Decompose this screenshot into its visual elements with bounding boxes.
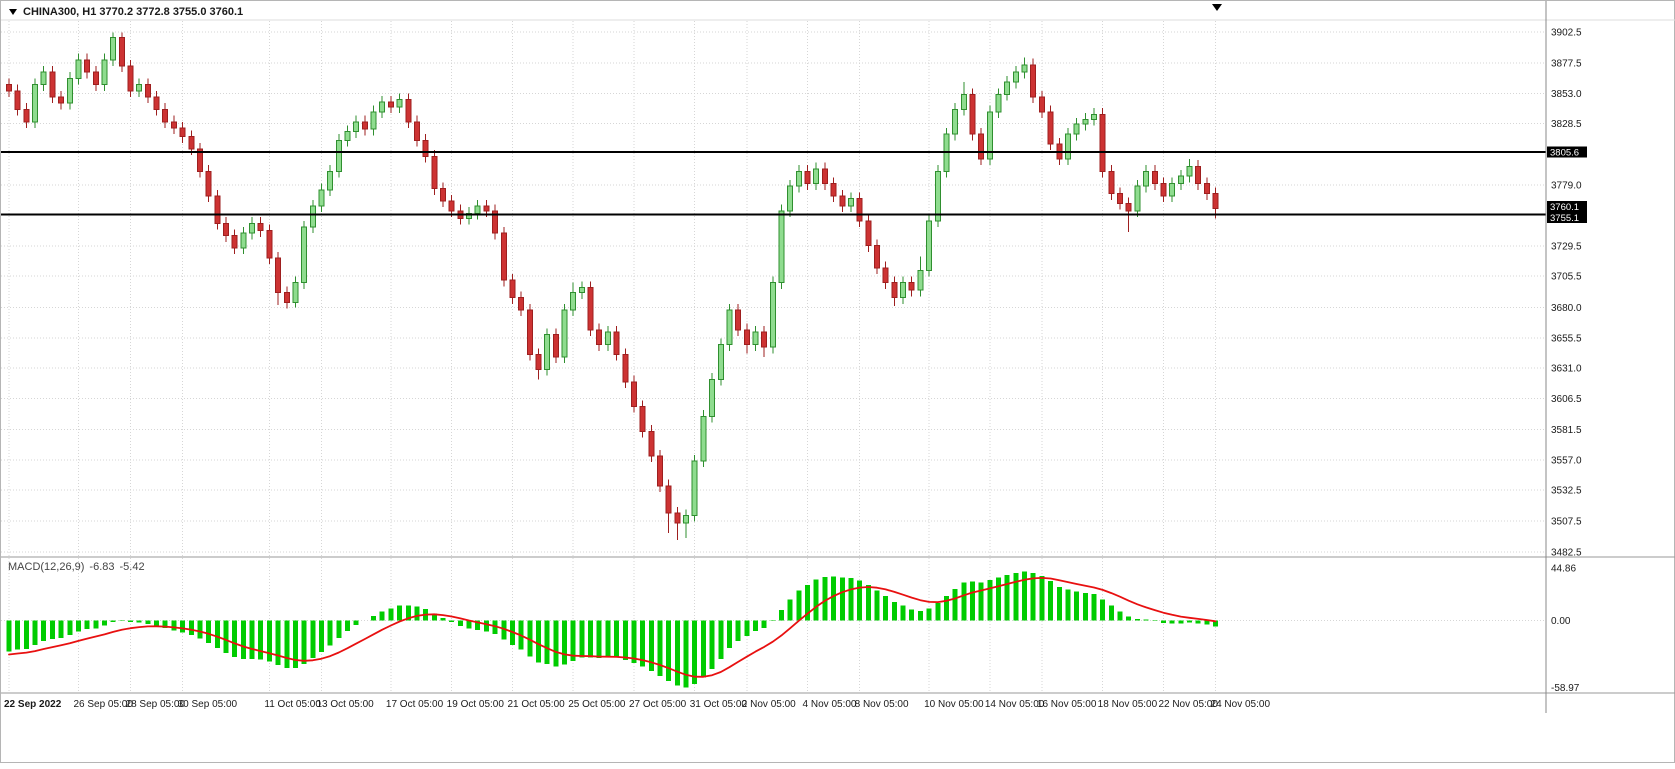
time-axis-label: 8 Nov 05:00 [855,699,909,710]
time-axis-label: 31 Oct 05:00 [690,699,748,710]
svg-text:3755.1: 3755.1 [1550,213,1579,224]
time-axis-label: 17 Oct 05:00 [386,699,444,710]
svg-text:3760.1: 3760.1 [1550,202,1579,213]
svg-text:3532.5: 3532.5 [1551,486,1582,497]
svg-text:3705.5: 3705.5 [1551,271,1582,282]
time-axis-label: 28 Sep 05:00 [126,699,186,710]
time-axis-label: 11 Oct 05:00 [264,699,321,710]
time-axis-label: 25 Oct 05:00 [568,699,626,710]
macd-name: MACD(12,26,9) [8,561,85,573]
svg-text:3655.5: 3655.5 [1551,333,1582,344]
dropdown-triangle-icon[interactable] [9,9,17,15]
svg-text:3631.0: 3631.0 [1551,364,1582,375]
time-axis-label: 27 Oct 05:00 [629,699,687,710]
svg-text:3828.5: 3828.5 [1551,119,1582,130]
svg-text:3853.0: 3853.0 [1551,89,1582,100]
symbol-label: CHINA300, H1 3770.2 3772.8 3755.0 3760.1 [9,6,243,18]
svg-text:3482.5: 3482.5 [1551,548,1582,559]
macd-axis-zero: 0.00 [1551,616,1571,627]
macd-axis-max: 44.86 [1551,564,1576,575]
candlestick-series [6,32,1219,541]
gridlines [1,19,1675,693]
time-axis-label: 22 Sep 2022 [4,699,62,710]
horizontal-line-3755.1[interactable] [1,213,1546,216]
svg-text:3606.5: 3606.5 [1551,394,1582,405]
svg-text:3805.6: 3805.6 [1550,147,1579,158]
svg-text:3902.5: 3902.5 [1551,28,1582,39]
time-axis-label: 10 Nov 05:00 [924,699,984,710]
symbol-label-text: CHINA300, H1 3770.2 3772.8 3755.0 3760.1 [23,6,244,18]
price-axis[interactable]: 3902.5 3877.5 3853.0 3828.5 3779.0 3729.5 3705… [1551,28,1582,695]
time-axis-label: 18 Nov 05:00 [1098,699,1158,710]
macd-axis-min: -58.97 [1551,683,1580,694]
time-axis-label: 19 Oct 05:00 [447,699,505,710]
time-axis-label: 26 Sep 05:00 [73,699,133,710]
macd-indicator-label: MACD(12,26,9) -6.83 -5.42 [8,561,145,573]
macd-signal-line [8,577,1217,678]
time-axis-label: 14 Nov 05:00 [985,699,1045,710]
time-axis-label: 30 Sep 05:00 [178,699,238,710]
macd-signal-value: -5.42 [119,561,145,573]
time-axis-label: 2 Nov 05:00 [742,699,796,710]
price-tag-3760.1 [1547,200,1587,212]
pane-separators [1,1,1675,713]
time-axis-label: 21 Oct 05:00 [507,699,565,710]
price-tag-3755.1 [1547,211,1587,223]
time-axis-label: 4 Nov 05:00 [803,699,857,710]
autoscroll-marker-icon[interactable] [1212,4,1222,11]
svg-text:3779.0: 3779.0 [1551,180,1582,191]
time-axis-label: 13 Oct 05:00 [316,699,374,710]
time-axis-label: 16 Nov 05:00 [1037,699,1097,710]
macd-value: -6.83 [89,561,115,573]
svg-text:3877.5: 3877.5 [1551,58,1582,69]
svg-text:3680.0: 3680.0 [1551,303,1582,314]
svg-text:3507.5: 3507.5 [1551,517,1582,528]
svg-text:3557.0: 3557.0 [1551,455,1582,466]
time-axis-label: 22 Nov 05:00 [1158,699,1218,710]
svg-text:3729.5: 3729.5 [1551,242,1582,253]
time-axis-label: 24 Nov 05:00 [1211,699,1271,710]
svg-text:3581.5: 3581.5 [1551,425,1582,436]
price-tag-3805.6 [1547,146,1587,158]
horizontal-line-3805.6[interactable] [1,150,1546,153]
